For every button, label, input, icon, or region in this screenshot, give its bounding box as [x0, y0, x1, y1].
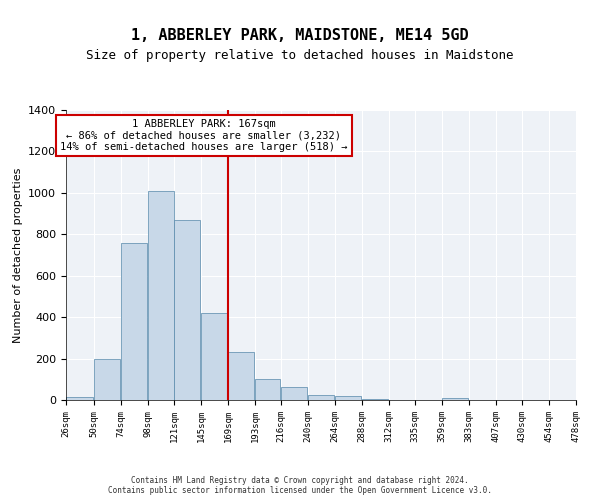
Bar: [362, 399, 388, 400]
Bar: [66, 397, 93, 400]
Text: Contains HM Land Registry data © Crown copyright and database right 2024.
Contai: Contains HM Land Registry data © Crown c…: [108, 476, 492, 495]
Bar: [281, 386, 307, 400]
Bar: [121, 242, 147, 400]
Bar: [148, 191, 174, 400]
Bar: [228, 352, 254, 400]
Bar: [308, 395, 334, 400]
Bar: [442, 398, 468, 400]
Text: 1, ABBERLEY PARK, MAIDSTONE, ME14 5GD: 1, ABBERLEY PARK, MAIDSTONE, ME14 5GD: [131, 28, 469, 42]
Bar: [255, 380, 280, 400]
Bar: [94, 358, 120, 400]
Bar: [335, 396, 361, 400]
Bar: [174, 220, 200, 400]
Y-axis label: Number of detached properties: Number of detached properties: [13, 168, 23, 342]
Text: 1 ABBERLEY PARK: 167sqm
← 86% of detached houses are smaller (3,232)
14% of semi: 1 ABBERLEY PARK: 167sqm ← 86% of detache…: [60, 118, 347, 152]
Text: Size of property relative to detached houses in Maidstone: Size of property relative to detached ho…: [86, 50, 514, 62]
Bar: [201, 313, 227, 400]
